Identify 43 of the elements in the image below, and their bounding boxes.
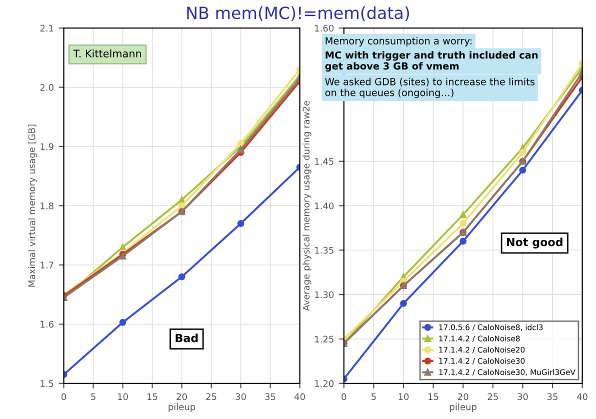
y-axis-title: Maximal virtual memory usage [GB]	[28, 124, 37, 287]
y-tick-label: 1.45	[315, 158, 334, 165]
y-tick-label: 1.6	[40, 320, 54, 328]
x-axis-title: pileup	[168, 403, 196, 412]
y-tick-label: 2.0	[40, 84, 54, 91]
y-tick-label: 1.7	[40, 262, 54, 268]
y-tick-label: 1.60	[315, 24, 334, 32]
y-tick-label: 1.30	[315, 291, 334, 298]
annotation: Memory consumption a worry:	[326, 36, 472, 46]
x-axis-title: pileup	[450, 403, 476, 412]
y-tick-label: 1.9	[40, 143, 54, 150]
annotation: Bad	[176, 334, 198, 342]
x-tick-label: 0	[61, 393, 66, 400]
chart-title: NB mem(MC)!=mem(data)	[187, 6, 409, 22]
x-tick-label: 5	[372, 393, 376, 400]
y-tick-label: 1.8	[40, 202, 54, 210]
x-tick-label: 15	[428, 393, 438, 400]
x-tick-label: 5	[91, 393, 96, 400]
x-tick-label: 40	[576, 393, 588, 400]
x-tick-label: 25	[206, 393, 216, 400]
x-tick-label: 35	[547, 393, 558, 400]
y-axis-title: Average physical memory usage during raw2e	[302, 100, 312, 311]
x-tick-label: 35	[265, 393, 276, 400]
x-tick-label: 20	[458, 393, 468, 400]
x-tick-label: 10	[398, 393, 409, 400]
x-tick-label: 25	[488, 393, 498, 400]
x-tick-label: 10	[118, 393, 128, 400]
y-tick-label: 1.20	[315, 380, 334, 387]
annotation: T. Kittelmann	[73, 49, 142, 58]
y-tick-label: 2.1	[40, 24, 54, 32]
x-tick-label: 40	[294, 393, 305, 400]
y-tick-label: 1.25	[315, 336, 334, 343]
x-tick-label: 30	[518, 393, 528, 400]
y-tick-label: 1.40	[315, 202, 334, 210]
annotation: We asked GDB (sites) to increase the limits on the queues (ongoing…)	[325, 78, 534, 98]
y-tick-label: 1.5	[40, 380, 54, 387]
annotation: MC with trigger and truth included can get above 3 GB of vmem	[325, 51, 538, 72]
x-tick-label: 15	[148, 393, 158, 400]
x-tick-label: 0	[342, 393, 346, 400]
x-tick-label: 20	[176, 393, 187, 400]
y-tick-label: 1.35	[315, 246, 334, 254]
x-tick-label: 30	[236, 393, 246, 400]
annotation: Not good	[507, 238, 562, 248]
